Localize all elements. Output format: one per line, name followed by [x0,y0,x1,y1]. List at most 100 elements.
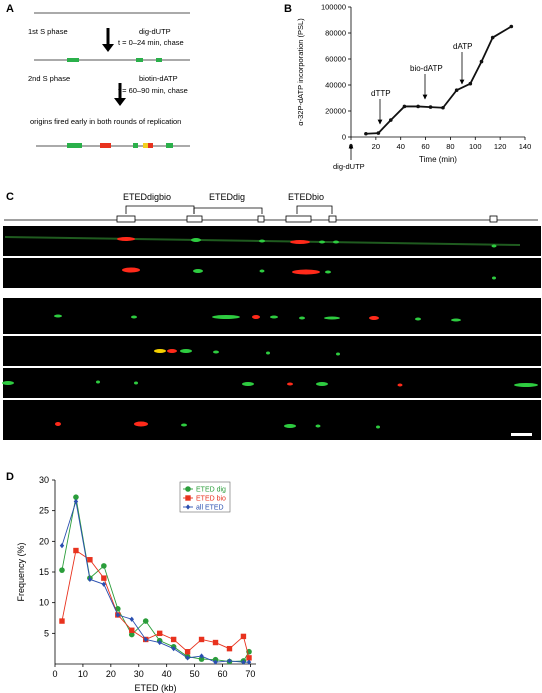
fiber-strip-1 [3,226,541,256]
series-line [365,25,512,135]
bio-signal [134,421,148,427]
data-point [376,131,381,135]
dig-signal [415,317,421,321]
map-origin-box [285,215,312,223]
data-point [441,105,445,110]
datp-label: dATP [453,42,472,51]
x-tick-label: 140 [519,142,532,151]
dig-patch [67,58,79,62]
x-tick-label: 20 [106,669,116,679]
dig-signal [54,314,62,318]
dig-signal [325,270,331,274]
scale-bar [511,433,532,436]
series-eted-bio [59,547,252,661]
dig-signal [492,276,496,280]
data-point [157,639,162,646]
y-tick-label: 60000 [325,55,346,64]
data-point [171,646,176,652]
fiber-strip-5 [2,368,541,398]
bio-signal [117,237,135,241]
legend: ETED dig ETED bio all ETED [179,481,231,513]
data-point [129,627,135,633]
eted-bio-bracket [296,205,333,214]
y-tick-label: 15 [39,567,49,577]
step2-phase: 2nd S phase [28,74,70,83]
data-point [185,655,190,661]
data-point [509,24,514,29]
x-tick-label: 20 [372,142,380,151]
step1-condition: t = 0–24 min, chase [118,38,184,47]
bio-signal [397,383,403,387]
dig-signal [315,424,321,428]
data-point [246,655,252,661]
y-tick-label: 20 [39,536,49,546]
data-point [115,612,121,618]
y-axis-label: α-32P-dATP incorporation (PSL) [296,18,305,126]
y-tick-label: 5 [44,628,49,638]
panel-a-label: A [6,3,14,15]
y-tick-label: 80000 [325,29,346,38]
series-all-eted [59,498,252,665]
dig-signal [134,381,138,385]
eted-dig-label: ETEDdig [209,192,245,202]
data-point [129,616,134,622]
y-tick-label: 10 [39,598,49,608]
dig-patch [156,58,162,62]
dig-signal [191,238,201,242]
data-point [364,131,368,136]
bio-patch [100,143,111,148]
x-tick-label: 40 [162,669,172,679]
data-point [388,118,393,122]
chart-b-annotations: dTTP bio-dATP dATP dig-dUTP [333,42,472,171]
data-point [101,575,107,581]
fiber-strip-2 [3,258,541,288]
result-caption: origins fired early in both rounds of re… [30,117,181,126]
eted-bio-label: ETEDbio [288,192,324,202]
x-tick-label: 60 [421,142,429,151]
data-point [416,104,420,109]
data-point [59,618,65,624]
data-point [73,547,79,554]
y-tick-label: 100000 [321,3,346,12]
x-tick-label: 60 [217,669,227,679]
data-point [402,104,407,109]
dig-patch [133,143,138,148]
eted-digbio-bracket [125,205,195,214]
data-point [490,35,495,40]
x-tick-label: 80 [446,142,454,151]
bio-signal [369,316,379,320]
eted-digbio-label: ETEDdigbio [123,192,171,202]
x-tick-label: 40 [397,142,405,151]
bio-signal [292,269,320,275]
panel-d: D 5 10 15 20 25 30 0 10 20 30 40 50 60 70 ETED (kb) Fre… [6,471,256,693]
data-point [185,495,191,501]
step1-reagent: dig-dUTP [139,27,171,36]
dig-signal [131,315,137,319]
y-axis-label: Frequency (%) [16,542,26,601]
dig-signal [193,269,203,273]
bio-signal [55,422,61,426]
x-tick-label: 30 [134,669,144,679]
x-tick-label: 120 [494,142,507,151]
dig-signal [336,352,340,356]
x-tick-label: 10 [78,669,88,679]
data-point [185,486,191,492]
data-point [128,631,135,638]
dig-dutp-label: dig-dUTP [333,162,365,171]
dig-signal [284,424,296,428]
dig-signal [299,316,305,320]
dig-signal [181,423,187,427]
data-point [240,633,247,640]
x-tick-label: 100 [469,142,482,151]
dig-signal [514,383,538,387]
bio-signal [290,240,310,244]
bio-signal [252,315,260,319]
data-point [246,659,252,665]
data-point [170,636,177,643]
step1-phase: 1st S phase [28,27,68,36]
dig-patch [166,143,173,148]
fiber-strip-3 [3,298,541,334]
dig-signal [180,349,192,353]
dttp-label: dTTP [371,89,391,98]
map-origin-box [116,215,136,223]
